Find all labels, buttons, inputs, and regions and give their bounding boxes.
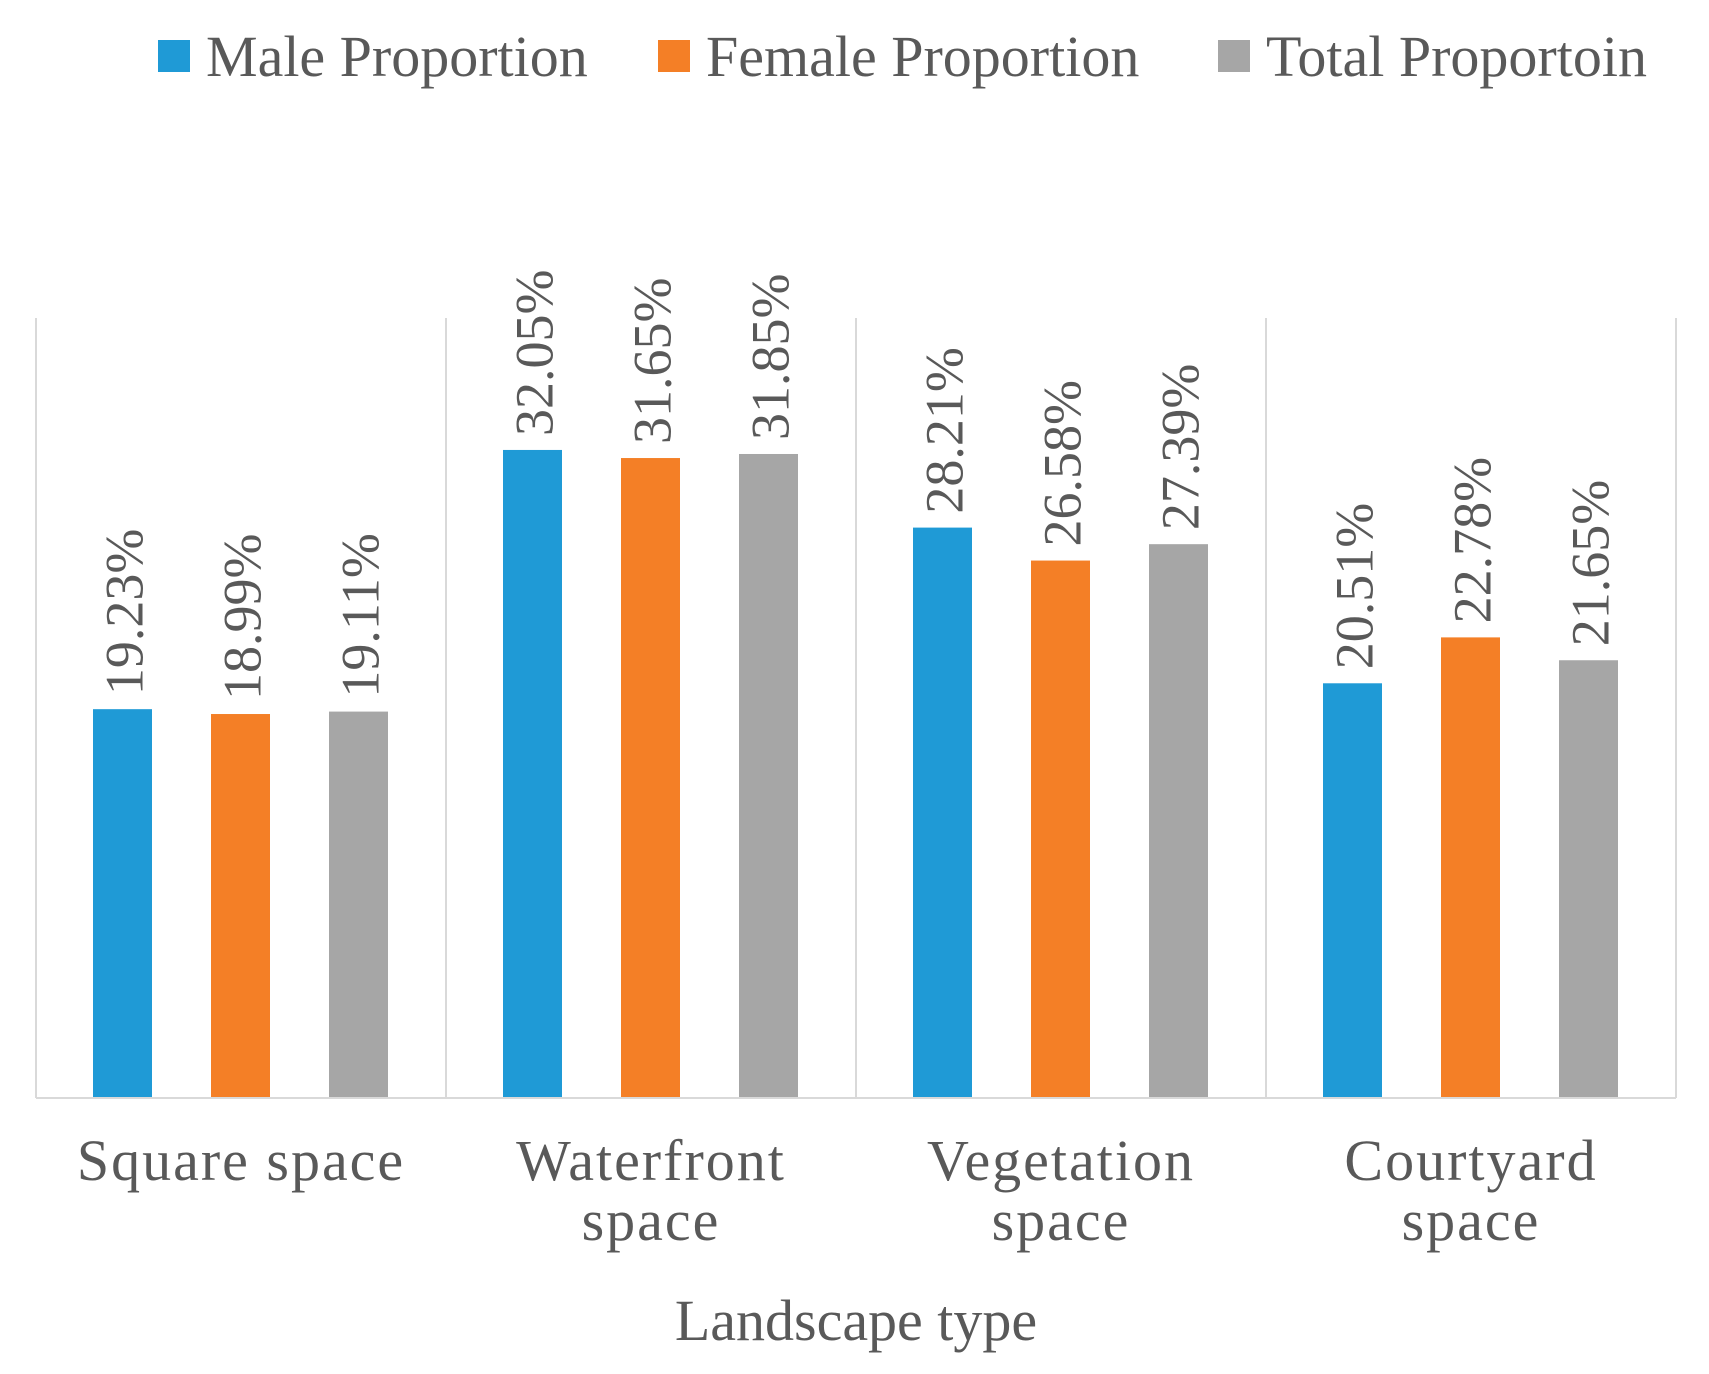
bars xyxy=(93,449,1618,1099)
bar-1-1 xyxy=(93,709,152,1098)
data-label-2-1: 18.99% xyxy=(213,534,273,700)
bar-3-3 xyxy=(1149,544,1208,1098)
data-label-1-3: 28.21% xyxy=(915,347,975,513)
bar-2-1 xyxy=(211,714,270,1098)
x-tick-label-1-1: Square space xyxy=(77,1128,405,1193)
bar-1-4 xyxy=(1323,683,1382,1098)
data-label-1-4: 20.51% xyxy=(1325,503,1385,669)
bar-1-3 xyxy=(913,527,972,1098)
x-tick-labels: Square space WaterfrontspaceVegetationspa… xyxy=(77,1128,1597,1253)
bar-2-3 xyxy=(1031,560,1090,1098)
x-tick-label-3-1: Vegetation xyxy=(927,1128,1195,1193)
data-label-2-3: 26.58% xyxy=(1033,380,1093,546)
data-label-3-3: 27.39% xyxy=(1151,364,1211,530)
legend-label-2: Female Proportion xyxy=(706,24,1139,89)
data-label-1-1: 19.23% xyxy=(95,529,155,695)
legend-swatch-2 xyxy=(658,40,690,72)
x-tick-label-4-2: space xyxy=(1402,1188,1541,1253)
data-labels: 19.23% 18.99% 19.11% 32.05% 31.65% 31.85% 28.2… xyxy=(95,269,1621,700)
bar-3-4 xyxy=(1559,660,1618,1098)
x-tick-label-2-1: Waterfront xyxy=(516,1128,786,1193)
legend-label-1: Male Proportion xyxy=(206,24,588,89)
data-label-3-1: 19.11% xyxy=(331,533,391,697)
x-tick-label-4-1: Courtyard xyxy=(1344,1128,1597,1193)
data-label-3-2: 31.85% xyxy=(741,274,801,440)
data-label-2-2: 31.65% xyxy=(623,278,683,444)
category-separators xyxy=(35,318,1677,1098)
bar-3-1 xyxy=(329,711,388,1098)
bar-2-4 xyxy=(1441,637,1500,1098)
x-tick-label-2-2: space xyxy=(582,1188,721,1253)
data-label-1-2: 32.05% xyxy=(505,269,565,435)
bar-2-2 xyxy=(621,458,680,1098)
legend: Male Proportion Female Proportion Total Pr… xyxy=(158,24,1647,89)
legend-swatch-1 xyxy=(158,40,190,72)
bar-3-2 xyxy=(739,453,798,1098)
data-label-2-4: 22.78% xyxy=(1443,457,1503,623)
bar-1-2 xyxy=(503,449,562,1099)
x-axis-title: Landscape type xyxy=(675,1288,1037,1353)
x-tick-label-3-2: space xyxy=(992,1188,1131,1253)
legend-label-3: Total Proportoin xyxy=(1266,24,1647,89)
data-label-3-4: 21.65% xyxy=(1561,480,1621,646)
legend-swatch-3 xyxy=(1218,40,1250,72)
